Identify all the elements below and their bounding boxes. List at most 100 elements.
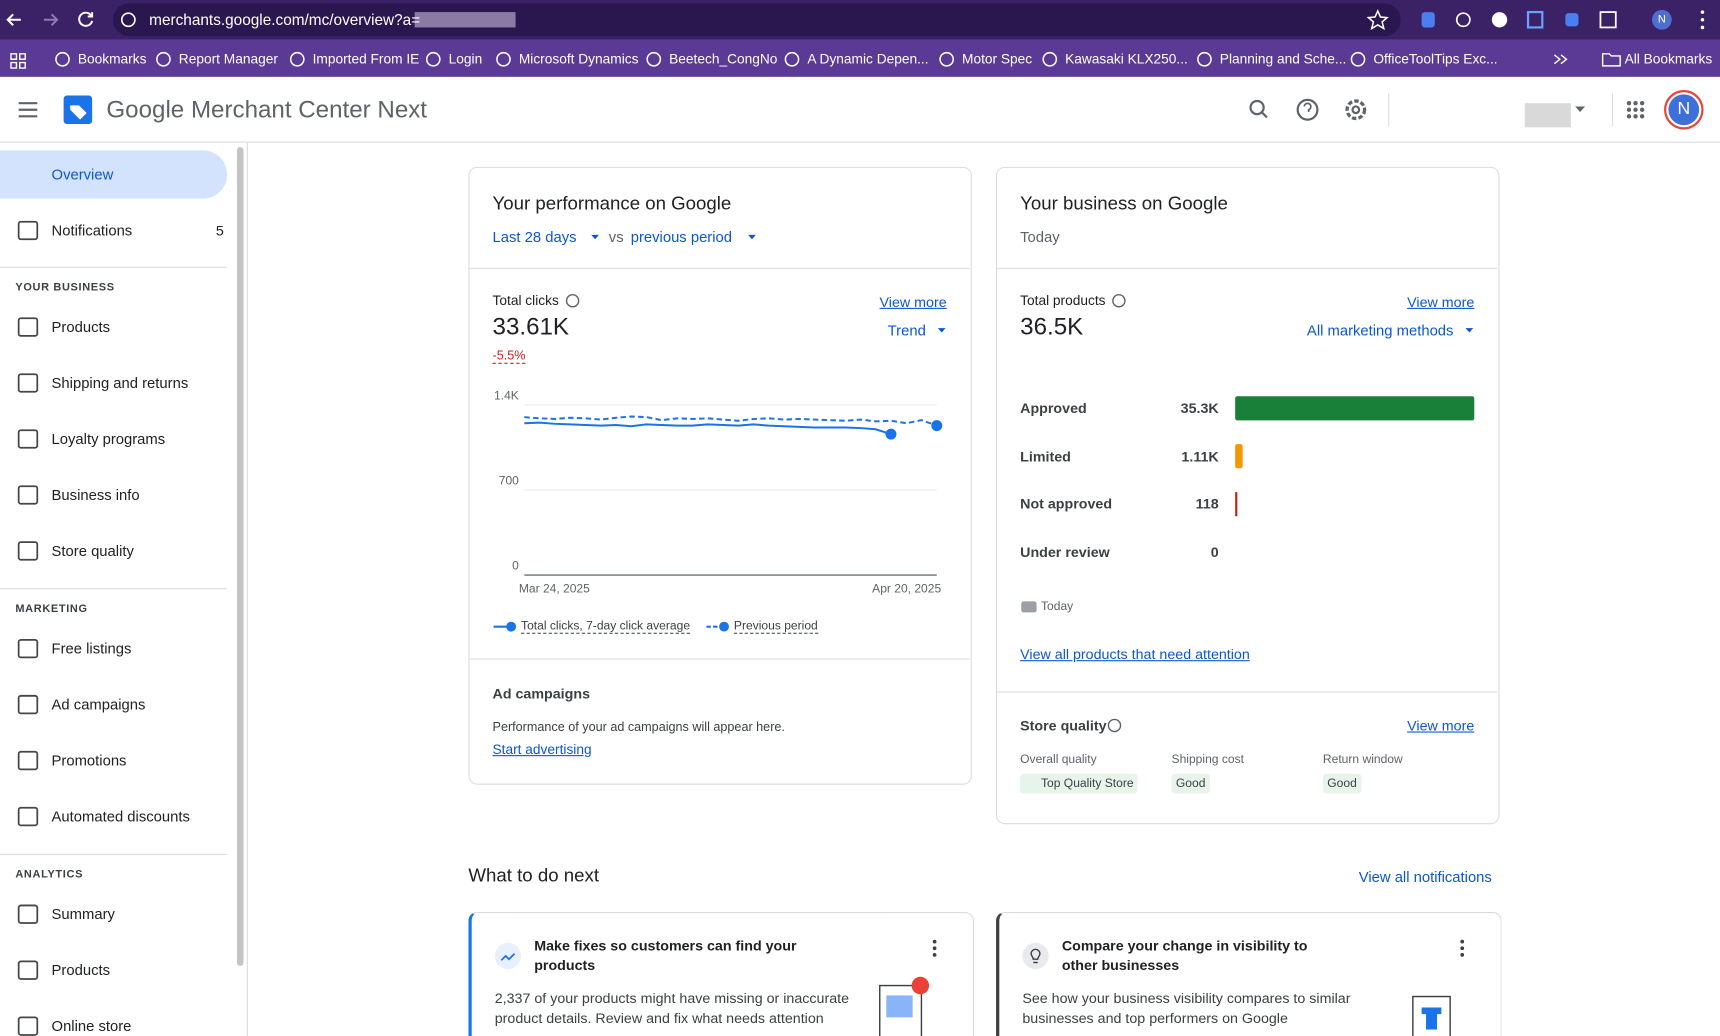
bar [1235,396,1475,421]
view-more[interactable]: View more [1407,717,1475,734]
nav-icon [17,485,39,505]
divider [997,691,1498,693]
legend-dot [719,621,729,632]
bookmark[interactable]: Planning and Sche... [1219,51,1347,67]
scrollbar[interactable] [236,147,244,966]
bookmark[interactable]: Beetech_CongNo [669,51,778,67]
metric-label: Total products [1020,293,1106,309]
legend-label[interactable]: Total clicks, 7-day click average [521,619,691,634]
attention-link[interactable]: View all products that need attention [1020,645,1250,663]
divider [0,853,228,855]
section-title: What to do next [468,864,600,886]
divider [469,267,970,269]
bookmark[interactable]: A Dynamic Depen... [807,51,929,67]
bookmark-icon [1350,51,1366,67]
bookmark-icon [1197,51,1212,67]
nav-icon [17,429,39,449]
nav-item[interactable]: Products [51,318,111,336]
profile-initial[interactable]: N [1657,13,1666,26]
nav-icon [17,541,39,561]
bookmark[interactable]: Microsoft Dynamics [518,51,639,67]
product-name: Merchant Center Next [190,95,428,123]
bookmark-icon [646,51,662,67]
nav-item[interactable]: Store quality [51,542,134,560]
quality-chip: Top Quality Store [1020,773,1138,794]
avatar[interactable]: N [1677,99,1691,119]
badge: 5 [215,222,224,239]
nav-item[interactable]: Business info [51,486,140,504]
nav-item[interactable]: Automated discounts [51,808,190,825]
divider [0,266,228,268]
bookmark-icon [156,51,171,67]
legend-label: Today [1040,600,1074,614]
start-advertising-link[interactable]: Start advertising [492,741,592,758]
url[interactable]: merchants.google.com/mc/overview?a= [149,10,421,29]
divider [997,267,1498,269]
nav-item[interactable]: Shipping and returns [51,374,189,392]
x-tick-label: Apr 20, 2025 [872,582,941,596]
bookmark[interactable]: Motor Spec [962,51,1033,67]
nav-icon [17,638,39,659]
task-text: 2,337 of your products might have missin… [494,989,850,1027]
bookmark[interactable]: Report Manager [178,51,278,67]
view-select[interactable]: Trend [887,322,926,339]
section-heading: ANALYTICS [15,868,84,881]
nav-item[interactable]: Free listings [51,640,132,657]
card-title: Your performance on Google [492,193,732,215]
nav-icon [17,806,39,827]
task-text: See how your business visibility compare… [1022,989,1351,1027]
section-title: Store quality [1020,717,1107,734]
status-label: Not approved [1020,495,1113,513]
nav-item[interactable]: Products [51,961,111,979]
performance-card [468,166,972,785]
nav-item[interactable]: Notifications [51,222,133,239]
line-series [524,421,892,436]
view-more[interactable]: View more [879,293,947,311]
nav-item[interactable]: Overview [51,166,114,183]
bookmark[interactable]: Kawasaki KLX250... [1065,51,1188,67]
address-bar[interactable] [112,3,1401,37]
y-tick-label: 1.4K [494,388,519,402]
status-value: 118 [1195,495,1219,513]
all-bookmarks[interactable]: All Bookmarks [1624,51,1713,67]
bookmark[interactable]: Bookmarks [77,51,147,67]
y-tick-label: 0 [512,559,519,573]
app-title: Google Merchant Center Next [106,95,427,124]
view-more[interactable]: View more [1407,293,1475,311]
nav-item[interactable]: Promotions [51,752,127,769]
nav-item[interactable]: Ad campaigns [51,696,146,713]
section-heading: MARKETING [15,603,88,616]
metric-label: Total clicks [492,293,559,309]
business-card [996,166,1500,825]
nav-item[interactable]: Summary [51,905,115,923]
line-series [524,415,938,427]
task-title: Make fixes so customers can find your pr… [534,937,797,974]
bookmark[interactable]: Imported From IE [312,51,420,67]
nav-item[interactable]: Loyalty programs [51,430,166,448]
bookmark[interactable]: Login [448,51,483,67]
period-select[interactable]: Last 28 days [492,228,577,246]
status-label: Under review [1020,543,1110,561]
comparison-select[interactable]: previous period [630,228,733,246]
nav-item[interactable]: Online store [51,1017,132,1035]
header-icons [18,89,1704,130]
section-heading: YOUR BUSINESS [15,281,115,294]
status-value: 0 [1210,543,1219,561]
status-label: Limited [1020,447,1071,465]
sidebar-border [246,142,248,1036]
bookmark-icon [496,51,511,67]
task-title: Compare your change in visibility to oth… [1061,937,1308,974]
nav-icon [17,220,39,241]
divider [0,588,228,590]
nav-icon [17,1016,39,1036]
toolbar-icons [6,9,1705,31]
bookmark[interactable]: OfficeToolTips Exc... [1373,51,1498,67]
nav-icon [17,694,39,715]
filter-select[interactable]: All marketing methods [1306,322,1454,339]
quality-chip: Good [1171,773,1210,794]
end-point [931,420,943,432]
notifications-link[interactable]: View all notifications [1358,868,1492,886]
bar [1235,444,1243,469]
legend-label[interactable]: Previous period [733,619,818,634]
